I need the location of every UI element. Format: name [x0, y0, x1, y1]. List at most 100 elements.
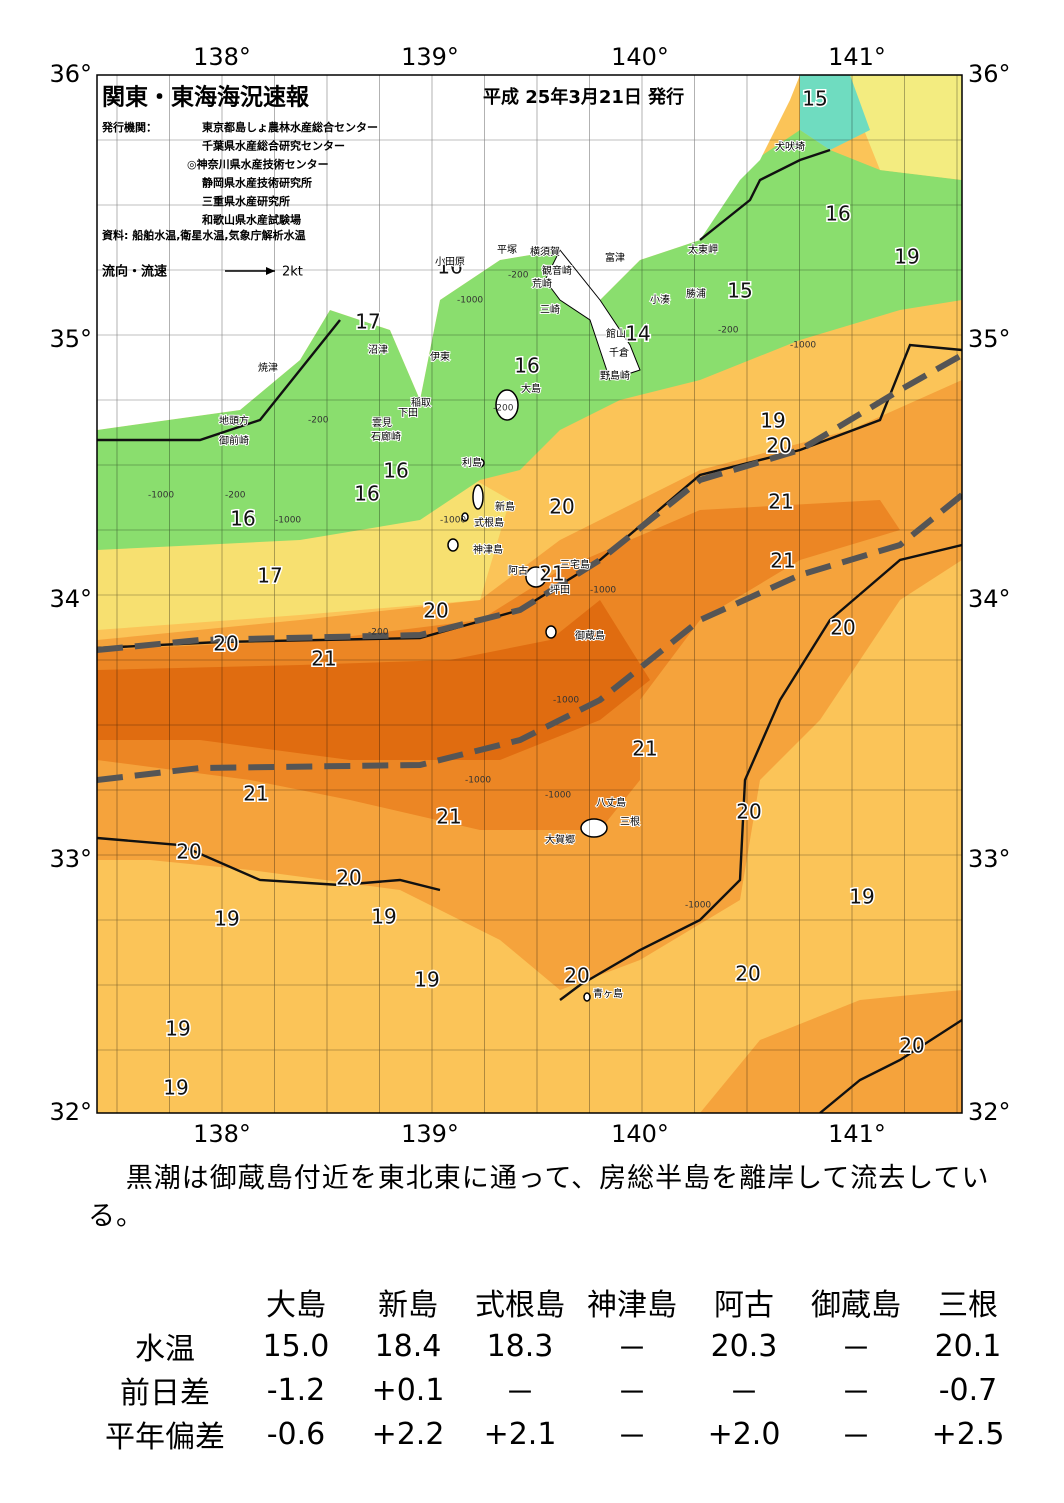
depth-label: -1000 — [465, 776, 491, 786]
place-name: 平塚 — [497, 244, 517, 256]
place-name: 大賀郷 — [545, 833, 575, 846]
row-label: 平年偏差 — [105, 1420, 225, 1455]
isotherm-label: 19 — [760, 409, 785, 433]
depth-label: -1000 — [275, 516, 301, 526]
place-name: 千倉 — [609, 346, 629, 359]
table-row: 平年偏差 -0.6 +2.2 +2.1 － +2.0 － +2.5 — [90, 1412, 1024, 1456]
lat-label-left: 34° — [49, 585, 92, 613]
depth-label: -200 — [718, 326, 739, 336]
column-header: 新島 — [378, 1288, 438, 1323]
table-cell: +0.1 — [371, 1372, 445, 1408]
lat-label-left: 35° — [49, 325, 92, 353]
depth-label: -200 — [493, 404, 514, 414]
isotherm-label: 17 — [257, 564, 282, 588]
depth-label: -1000 — [590, 586, 616, 596]
lat-label-right: 34° — [968, 585, 1011, 613]
place-name: 青ヶ島 — [593, 987, 623, 1000]
isotherm-label: 20 — [336, 866, 361, 890]
isotherm-label: 20 — [899, 1034, 924, 1058]
place-name: 坪田 — [550, 583, 570, 596]
lon-label-top: 139° — [401, 43, 459, 71]
place-name: 三崎 — [540, 303, 560, 316]
isotherm-label: 19 — [371, 905, 396, 929]
isotherm-label: 19 — [894, 245, 919, 269]
issuer: 静岡県水産技術研究所 — [202, 176, 312, 190]
depth-label: -1000 — [545, 791, 571, 801]
place-name: 荒崎 — [532, 277, 552, 290]
lat-label-left: 32° — [49, 1098, 92, 1126]
depth-label: -200 — [508, 271, 529, 281]
isotherm-label: 19 — [414, 968, 439, 992]
lon-label-bottom: 140° — [611, 1120, 669, 1148]
place-name: 阿古 — [508, 564, 528, 577]
issuer-label: 発行機関： — [101, 120, 157, 134]
station-table: 大島 新島 式根島 神津島 阿古 御蔵島 三根 水温 15.0 18.4 18.3 － 20.3 － 20.… — [90, 1280, 1024, 1456]
lat-label-left: 36° — [49, 60, 92, 88]
place-name: 伊東 — [430, 350, 450, 363]
table-cell: － — [841, 1332, 871, 1367]
column-header: 大島 — [266, 1288, 326, 1323]
lon-label-bottom: 141° — [828, 1120, 886, 1148]
source: 資料: 船舶水温,衛星水温,気象庁解析水温 — [102, 228, 306, 242]
isotherm-label: 21 — [539, 562, 564, 586]
isotherm-label: 20 — [213, 632, 238, 656]
place-name: 新島 — [495, 500, 515, 513]
lat-label-right: 32° — [968, 1098, 1011, 1126]
place-name: 太東岬 — [688, 243, 718, 256]
column-header: 阿古 — [714, 1288, 774, 1323]
table-cell: 15.0 — [262, 1328, 330, 1364]
place-name: 地頭方 — [219, 414, 249, 427]
place-name: 大島 — [521, 382, 541, 395]
isotherm-label: 16 — [825, 202, 850, 226]
table-cell: +2.1 — [483, 1416, 557, 1452]
column-header: 三根 — [938, 1288, 998, 1323]
place-name: 勝浦 — [686, 287, 706, 300]
table-cell: － — [841, 1376, 871, 1411]
lon-label-top: 140° — [611, 43, 669, 71]
issuer: 三重県水産研究所 — [202, 194, 290, 208]
depth-label: -200 — [225, 491, 246, 501]
table-row: 前日差 -1.2 +0.1 － － － － -0.7 — [90, 1368, 1024, 1412]
place-name: 三根 — [620, 815, 640, 828]
place-name: 下田 — [398, 408, 418, 419]
isotherm-label: 16 — [437, 255, 462, 279]
place-name: 観音崎 — [542, 264, 572, 277]
depth-label: -1000 — [457, 296, 483, 306]
flow-legend: 流向・流速 — [102, 264, 167, 280]
isotherm-label: 20 — [735, 962, 760, 986]
isotherm-label: 20 — [830, 616, 855, 640]
lon-label-top: 138° — [193, 43, 251, 71]
row-label: 水温 — [135, 1332, 195, 1367]
isotherm-label: 21 — [311, 647, 336, 671]
place-name: 小田原 — [435, 256, 465, 268]
note: 黒潮は御蔵島付近を東北東に通って、房総半島を離岸して流去している。 — [88, 1163, 990, 1232]
place-name: 御蔵島 — [575, 629, 605, 642]
lat-label-right: 33° — [968, 845, 1011, 873]
table-row: 水温 15.0 18.4 18.3 － 20.3 － 20.1 — [90, 1324, 1024, 1368]
isotherm-label: 15 — [727, 279, 752, 303]
depth-label: -1000 — [440, 516, 466, 526]
isotherm-label: 16 — [383, 459, 408, 483]
issuer: 千葉県水産総合研究センター — [202, 139, 345, 153]
isotherm-label: 19 — [165, 1017, 190, 1041]
place-name: 沼津 — [368, 343, 388, 356]
isotherm-label: 21 — [243, 782, 268, 806]
row-label: 前日差 — [120, 1376, 210, 1411]
map-frame — [96, 74, 963, 1114]
table-cell: +2.2 — [371, 1416, 445, 1452]
isotherm-label: 20 — [736, 800, 761, 824]
lon-label-bottom: 138° — [193, 1120, 251, 1148]
isotherm-label: 15 — [802, 87, 827, 111]
place-name: 小湊 — [650, 293, 670, 306]
sea-temperature-fill — [97, 75, 962, 1113]
column-header: 御蔵島 — [811, 1288, 901, 1323]
table-cell: 18.3 — [486, 1328, 554, 1364]
table-cell: 20.3 — [710, 1328, 778, 1364]
table-cell: +2.0 — [707, 1416, 781, 1452]
place-name: 焼津 — [258, 362, 278, 374]
place-name: 野島崎 — [600, 369, 630, 382]
column-header: 神津島 — [587, 1288, 677, 1323]
table-cell: +2.5 — [931, 1416, 1005, 1452]
